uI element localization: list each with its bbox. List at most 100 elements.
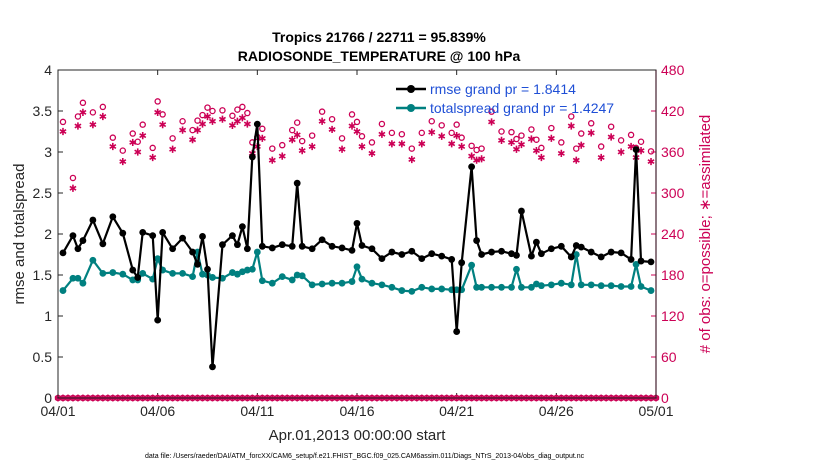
totalspread-point: [617, 283, 625, 290]
totalspread-point: [268, 279, 276, 287]
rmse-point: [89, 216, 97, 224]
rmse-point: [79, 237, 87, 244]
totalspread-point: [577, 281, 585, 289]
rmse-point: [298, 242, 306, 250]
obs-assimilated-marker: [547, 134, 555, 142]
obs-possible-marker: [328, 115, 336, 123]
obs-assimilated-marker: [154, 108, 162, 116]
totalspread-point: [318, 280, 326, 288]
totalspread-point: [298, 272, 306, 280]
y-tick-label: 0.5: [33, 349, 53, 365]
rmse-point: [617, 249, 625, 257]
rmse-point: [597, 253, 605, 261]
rmse-point: [468, 163, 476, 171]
rmse-point: [159, 228, 167, 236]
obs-assimilated-marker: [79, 108, 87, 116]
obs-assimilated-marker: [243, 120, 251, 128]
totalspread-point: [438, 285, 446, 293]
obs-assimilated-marker: [438, 132, 446, 140]
obs-possible-marker: [338, 135, 346, 142]
totalspread-point: [388, 283, 396, 291]
obs-assimilated-marker: [453, 132, 461, 140]
obs-possible-marker: [318, 108, 326, 115]
obs-possible-marker: [109, 134, 117, 141]
obs-assimilated-marker: [179, 126, 187, 134]
obs-possible-marker: [69, 174, 77, 182]
rmse-point: [408, 247, 416, 255]
obs-possible-marker: [408, 145, 416, 152]
obs-possible-marker: [79, 99, 87, 107]
obs-assimilated-marker: [607, 133, 615, 141]
obs-possible-marker: [538, 144, 545, 152]
totalspread-point: [248, 265, 256, 273]
y-tick-label: 2: [44, 226, 52, 242]
totalspread-point: [528, 283, 535, 291]
obs-assimilated-marker: [532, 147, 540, 155]
obs-possible-marker: [204, 104, 211, 111]
rmse-point: [428, 250, 436, 258]
x-tick-label: 04/06: [140, 403, 175, 419]
rmse-point: [59, 249, 67, 257]
y-axis-label: rmse and totalspread: [11, 164, 28, 305]
y-tick-label: 0: [44, 390, 52, 406]
totalspread-point: [378, 281, 386, 289]
obs-assimilated-marker: [478, 155, 486, 163]
obs-assimilated-marker: [238, 114, 246, 122]
obs-possible-marker: [418, 129, 426, 137]
rmse-point: [109, 213, 117, 221]
rmse-point: [398, 251, 406, 258]
y-right-tick-label: 240: [661, 226, 685, 242]
rmse-point: [258, 242, 266, 250]
rmse-point: [647, 258, 655, 266]
plot-frame: [57, 69, 657, 399]
obs-assimilated-marker: [507, 138, 516, 147]
totalspread-point: [338, 279, 346, 287]
obs-possible-marker: [99, 103, 107, 111]
totalspread-point: [587, 281, 595, 289]
chart-title: Tropics 21766 / 22711 = 95.839%: [272, 29, 486, 45]
obs-assimilated-marker: [129, 138, 137, 147]
totalspread-point: [209, 274, 216, 281]
obs-possible-marker: [169, 135, 176, 142]
totalspread-point: [637, 283, 645, 290]
totalspread-point: [473, 283, 480, 291]
rmse-point: [448, 256, 456, 263]
rmse-point: [388, 248, 396, 256]
y-right-tick-label: 420: [661, 103, 685, 119]
x-tick-label: 04/16: [339, 403, 374, 419]
totalspread-point: [99, 269, 107, 277]
obs-assimilated-marker: [448, 140, 456, 148]
obs-assimilated-marker: [388, 140, 396, 148]
obs-possible-marker: [607, 123, 615, 130]
y-right-tick-label: 360: [661, 144, 685, 160]
obs-assimilated-marker: [74, 122, 82, 130]
obs-assimilated-marker: [627, 142, 635, 151]
rmse-point: [204, 265, 211, 273]
obs-assimilated-marker: [318, 117, 326, 125]
y-tick-label: 3.5: [33, 103, 53, 119]
rmse-point: [268, 244, 276, 252]
totalspread-point: [109, 269, 117, 276]
totalspread-point: [69, 274, 77, 282]
rmse-line: [62, 122, 652, 368]
rmse-point: [547, 245, 555, 253]
rmse-point: [248, 153, 256, 161]
obs-assimilated-marker: [159, 121, 167, 129]
obs-possible-marker: [298, 137, 306, 145]
y-tick-label: 4: [44, 62, 52, 78]
totalspread-point: [189, 273, 196, 281]
data-series: [59, 120, 655, 371]
rmse-point: [229, 232, 236, 240]
totalspread-point: [253, 248, 261, 256]
obs-assimilated-marker: [647, 157, 655, 166]
rmse-point: [189, 248, 196, 256]
rmse-point: [194, 260, 201, 268]
obs-assimilated-marker: [473, 156, 481, 164]
totalspread-point: [513, 265, 520, 273]
y-right-tick-label: 180: [661, 267, 685, 283]
obs-assimilated-marker: [468, 152, 476, 160]
obs-assimilated-marker: [587, 129, 595, 137]
obs-possible-marker: [627, 131, 635, 139]
obs-possible-marker: [353, 118, 361, 126]
rmse-point: [338, 244, 346, 252]
